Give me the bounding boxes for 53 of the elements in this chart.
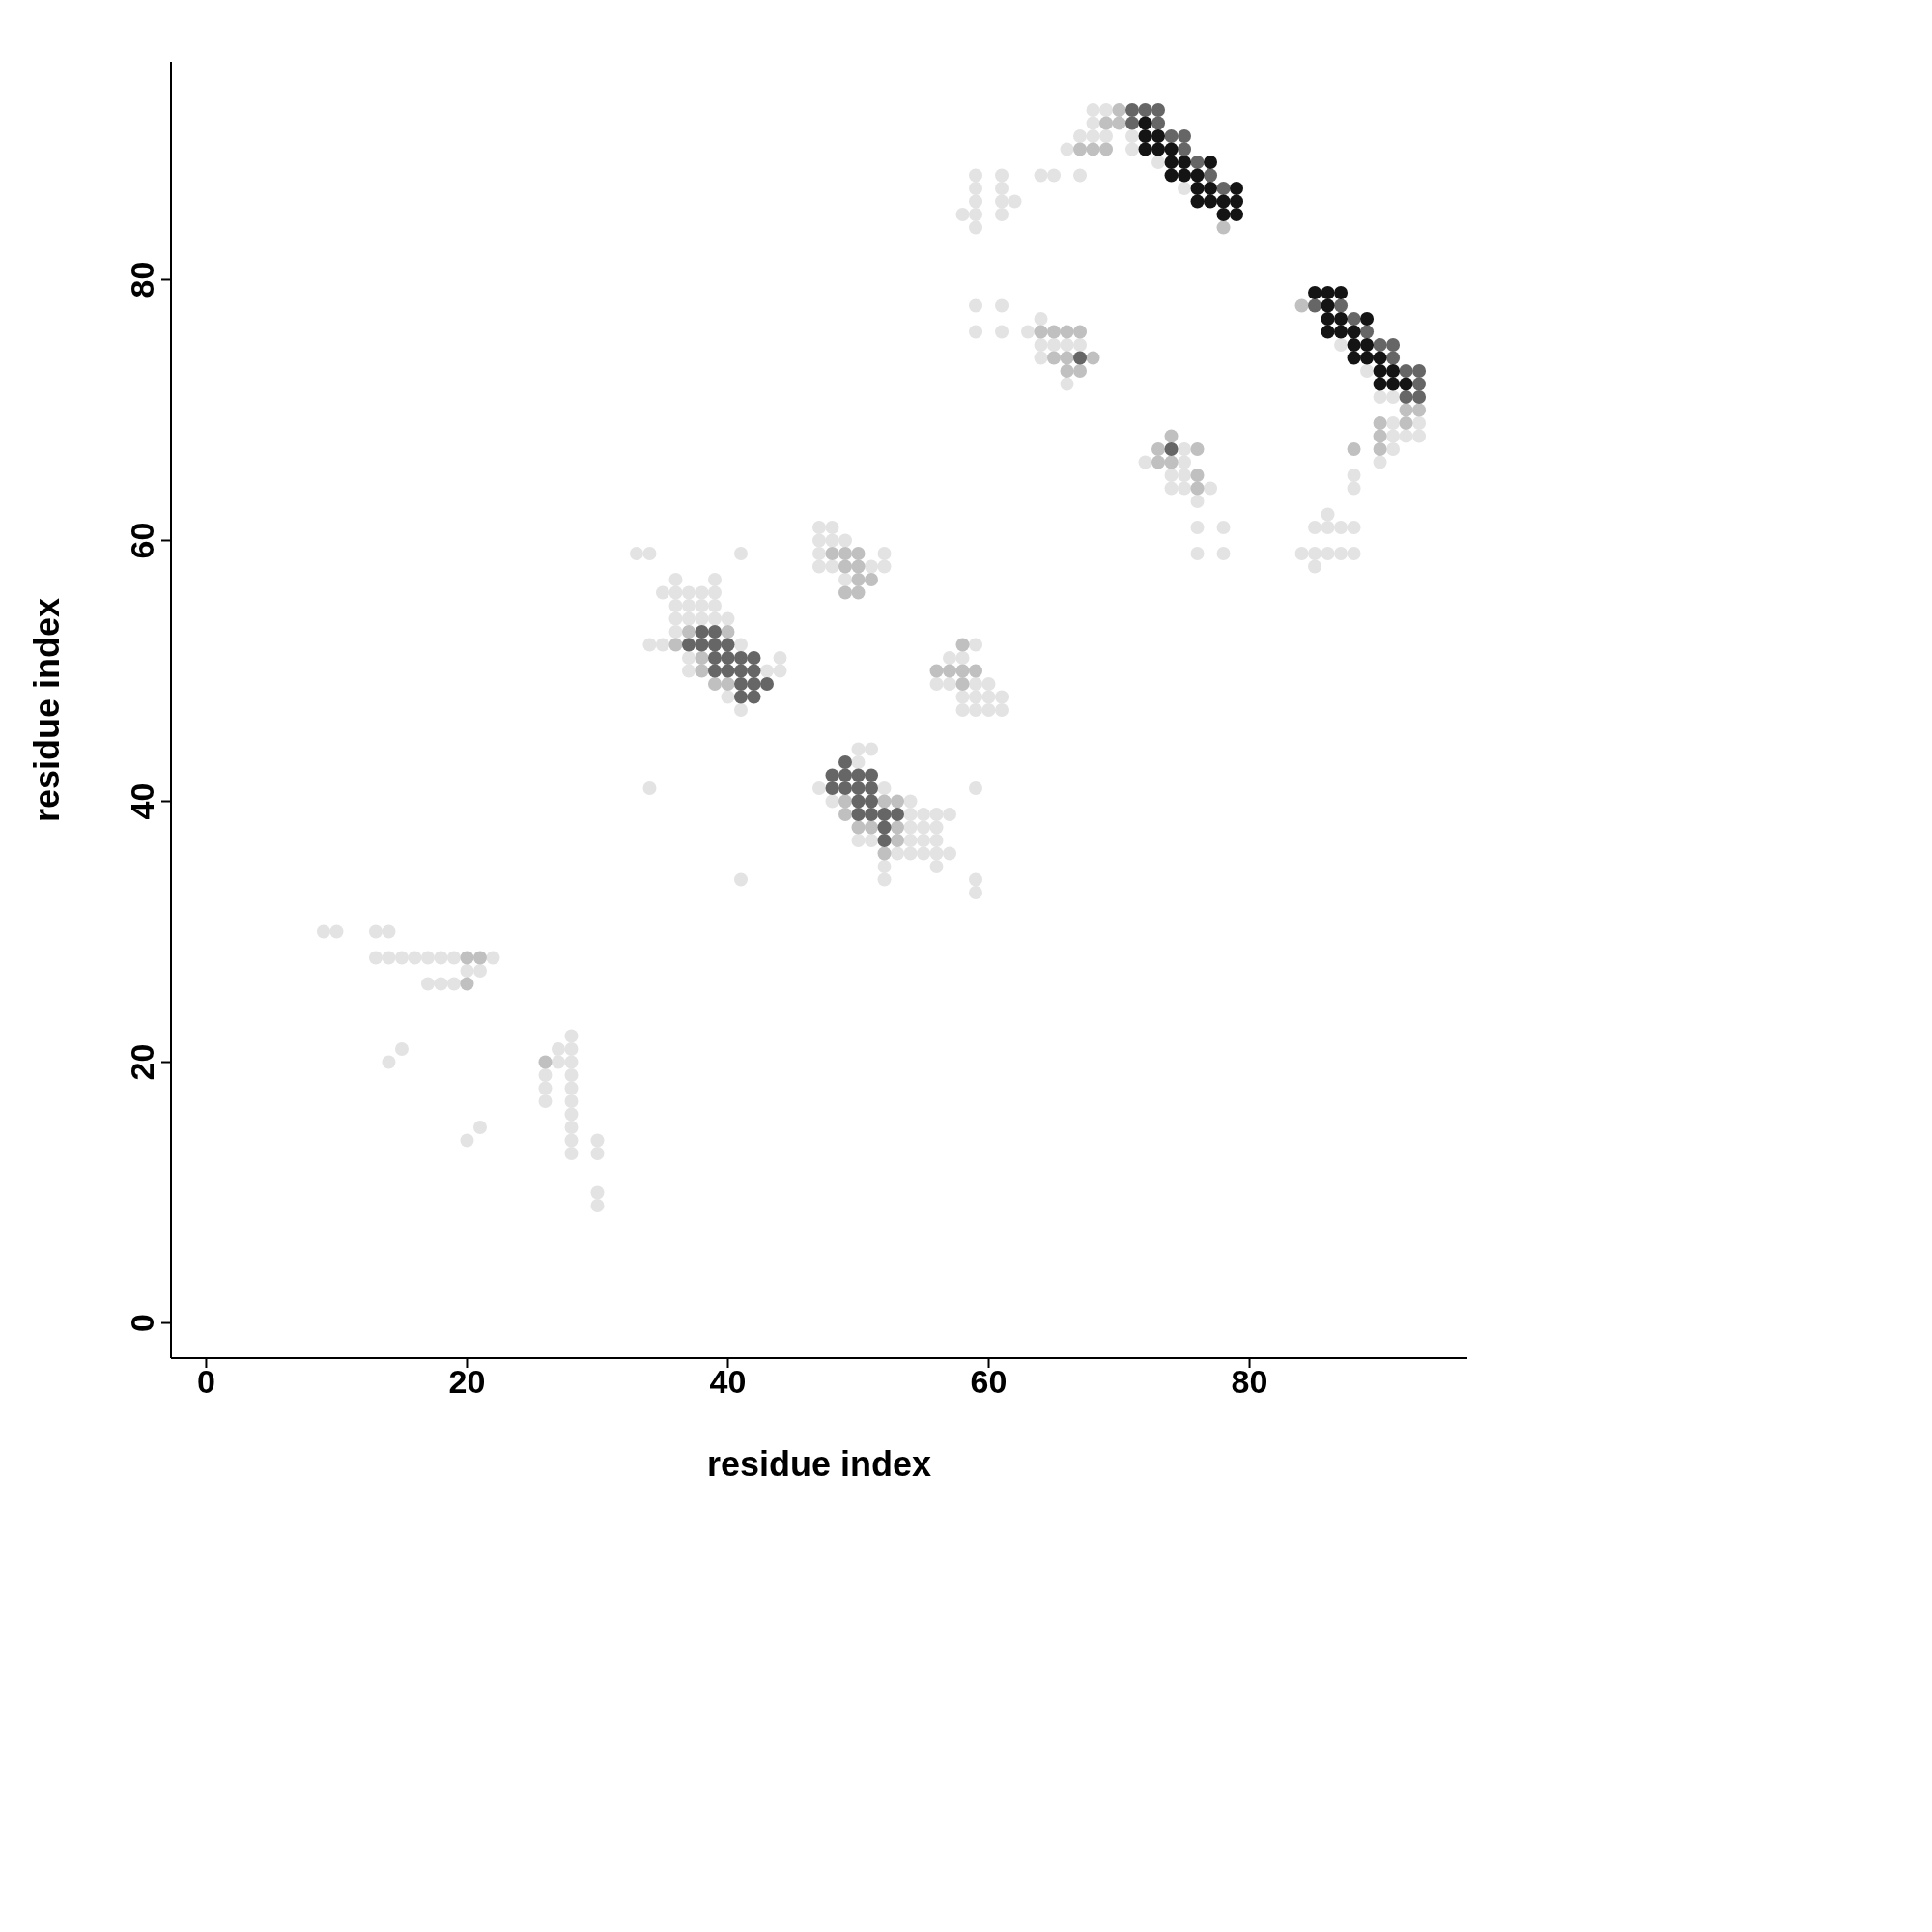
point <box>1321 285 1335 299</box>
point <box>1216 194 1231 209</box>
y-tick-label: 40 <box>124 782 160 820</box>
x-axis-title: residue index <box>706 1444 932 1484</box>
point <box>1190 194 1205 209</box>
x-tick-label: 40 <box>709 1363 747 1401</box>
point <box>1360 311 1375 326</box>
point <box>1151 128 1166 143</box>
point <box>1204 155 1218 169</box>
point <box>1308 285 1322 299</box>
x-tick-label: 60 <box>970 1363 1008 1401</box>
point <box>1178 155 1192 169</box>
point <box>1347 325 1361 339</box>
x-tick-label: 20 <box>448 1363 486 1401</box>
point <box>1164 142 1179 156</box>
point <box>1230 181 1244 195</box>
point <box>1347 351 1361 365</box>
point <box>1399 377 1413 391</box>
point <box>1151 142 1166 156</box>
point <box>1321 311 1335 326</box>
point <box>1138 116 1152 130</box>
point <box>1334 325 1349 339</box>
point <box>1190 168 1205 183</box>
y-tick-label: 60 <box>124 522 160 559</box>
x-tick-label: 0 <box>196 1363 215 1401</box>
point <box>1360 351 1375 365</box>
point <box>1230 207 1244 221</box>
point <box>1373 363 1387 378</box>
point <box>1334 311 1349 326</box>
y-tick-label: 80 <box>124 261 160 298</box>
point <box>1321 298 1335 313</box>
point <box>1386 363 1401 378</box>
point <box>1373 351 1387 365</box>
point <box>1321 325 1335 339</box>
x-tick-label: 80 <box>1231 1363 1268 1401</box>
point <box>1204 181 1218 195</box>
point <box>1164 155 1179 169</box>
point <box>1360 337 1375 352</box>
point <box>1204 194 1218 209</box>
point <box>1138 128 1152 143</box>
point <box>1178 168 1192 183</box>
y-axis-title: residue index <box>26 597 67 823</box>
point <box>1164 168 1179 183</box>
point <box>1373 377 1387 391</box>
point <box>1386 377 1401 391</box>
point <box>1216 207 1231 221</box>
point <box>1334 285 1349 299</box>
y-tick-label: 20 <box>124 1043 160 1081</box>
point <box>1138 142 1152 156</box>
point <box>1190 181 1205 195</box>
y-tick-label: 0 <box>124 1314 160 1333</box>
point <box>1230 194 1244 209</box>
point <box>1347 337 1361 352</box>
